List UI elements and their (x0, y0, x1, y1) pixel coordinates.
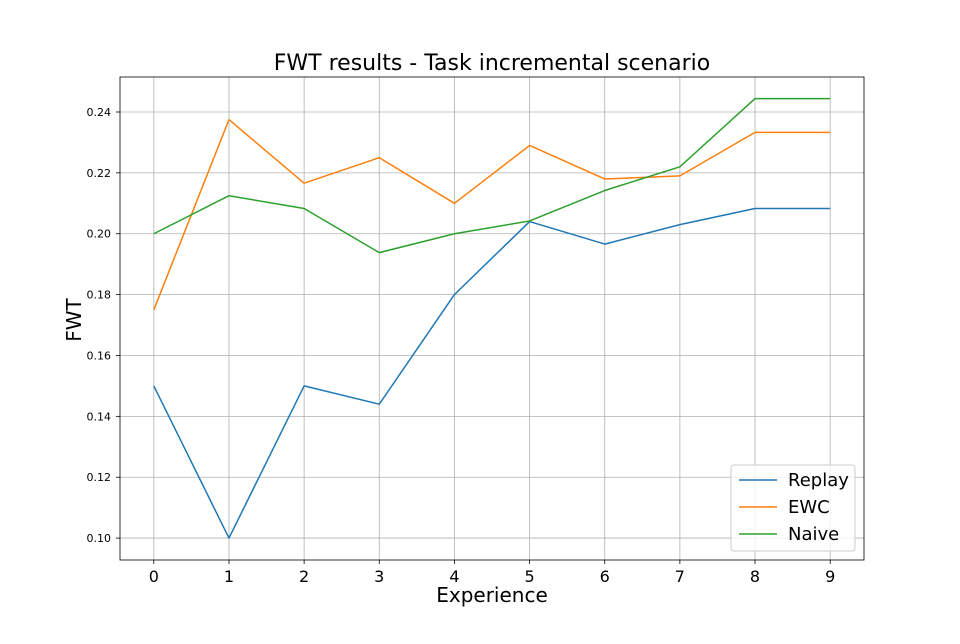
x-tick-label: 0 (149, 567, 159, 586)
x-tick-label: 6 (600, 567, 610, 586)
axis-ticks: 0 1 2 3 4 5 6 7 8 9 0.10 0.12 0.14 0.16 0.18 0.20 0.22 0.… (87, 106, 836, 586)
y-tick-label: 0.20 (87, 228, 112, 241)
legend-label-replay: Replay (788, 470, 849, 491)
legend-box (730, 464, 856, 552)
x-axis-label: Experience (436, 583, 548, 607)
series-lines (153, 97, 831, 539)
y-tick-label: 0.16 (87, 349, 112, 362)
x-tick-label: 9 (825, 567, 835, 586)
y-tick-label: 0.14 (87, 410, 112, 423)
legend-label-ewc: EWC (788, 497, 830, 518)
x-tick-label: 8 (750, 567, 760, 586)
series-line-ewc (153, 118, 831, 311)
x-tick-label: 7 (675, 567, 685, 586)
x-tick-label: 1 (224, 567, 234, 586)
y-tick-label: 0.22 (87, 167, 112, 180)
y-tick-label: 0.24 (87, 106, 112, 119)
x-tick-label: 3 (374, 567, 384, 586)
y-tick-label: 0.12 (87, 471, 112, 484)
y-tick-label: 0.10 (87, 532, 112, 545)
plot-area-frame (119, 76, 865, 561)
series-line-naive (153, 97, 831, 254)
legend-label-naive: Naive (788, 524, 839, 545)
x-tick-label: 2 (299, 567, 309, 586)
y-tick-label: 0.18 (87, 289, 112, 302)
x-tick-label: 5 (524, 567, 534, 586)
chart-title: FWT results - Task incremental scenario (274, 51, 710, 76)
series-line-replay (153, 207, 831, 539)
y-axis-label: FWT (62, 297, 86, 341)
x-tick-label: 4 (449, 567, 459, 586)
legend: Replay EWC Naive (730, 464, 856, 552)
